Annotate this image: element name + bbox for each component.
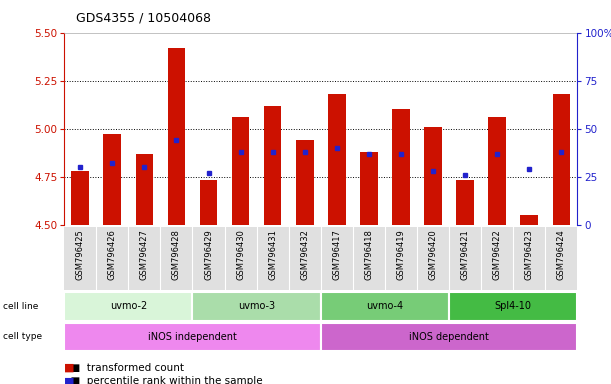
Bar [552, 94, 570, 225]
Text: cell type: cell type [3, 333, 42, 341]
Text: GSM796430: GSM796430 [236, 229, 245, 280]
Bar [488, 117, 506, 225]
Bar [192, 292, 321, 321]
Bar [321, 323, 577, 351]
Bar [296, 140, 313, 225]
Bar [103, 134, 121, 225]
Bar [64, 323, 321, 351]
Bar [521, 215, 538, 225]
Text: GSM796420: GSM796420 [428, 229, 437, 280]
Bar [64, 292, 192, 321]
Text: GSM796417: GSM796417 [332, 229, 342, 280]
Text: GSM796426: GSM796426 [108, 229, 117, 280]
Bar [321, 292, 449, 321]
Bar [71, 171, 89, 225]
Bar [328, 94, 346, 225]
Text: GSM796431: GSM796431 [268, 229, 277, 280]
Bar [424, 127, 442, 225]
Bar [360, 152, 378, 225]
Text: ■: ■ [64, 363, 75, 373]
Text: GSM796432: GSM796432 [300, 229, 309, 280]
Text: GSM796427: GSM796427 [140, 229, 149, 280]
Text: GSM796422: GSM796422 [492, 229, 502, 280]
Text: GSM796423: GSM796423 [525, 229, 534, 280]
Text: ■: ■ [64, 376, 75, 384]
Text: uvmo-2: uvmo-2 [110, 301, 147, 311]
Text: GSM796421: GSM796421 [461, 229, 470, 280]
Bar [392, 109, 410, 225]
Text: ■  transformed count: ■ transformed count [64, 363, 184, 373]
Bar [167, 48, 185, 225]
Text: iNOS dependent: iNOS dependent [409, 332, 489, 342]
Text: GDS4355 / 10504068: GDS4355 / 10504068 [76, 12, 211, 25]
Bar [449, 292, 577, 321]
Text: cell line: cell line [3, 302, 38, 311]
Bar [264, 106, 282, 225]
Bar [136, 154, 153, 225]
Text: uvmo-3: uvmo-3 [238, 301, 275, 311]
Text: GSM796428: GSM796428 [172, 229, 181, 280]
Bar [200, 180, 218, 225]
Bar [232, 117, 249, 225]
Text: ■  percentile rank within the sample: ■ percentile rank within the sample [64, 376, 263, 384]
Text: GSM796425: GSM796425 [76, 229, 85, 280]
Text: GSM796429: GSM796429 [204, 229, 213, 280]
Text: GSM796419: GSM796419 [397, 229, 406, 280]
Text: Spl4-10: Spl4-10 [495, 301, 532, 311]
Text: GSM796418: GSM796418 [364, 229, 373, 280]
Text: uvmo-4: uvmo-4 [367, 301, 403, 311]
Text: iNOS independent: iNOS independent [148, 332, 237, 342]
Text: GSM796424: GSM796424 [557, 229, 566, 280]
Bar [456, 180, 474, 225]
